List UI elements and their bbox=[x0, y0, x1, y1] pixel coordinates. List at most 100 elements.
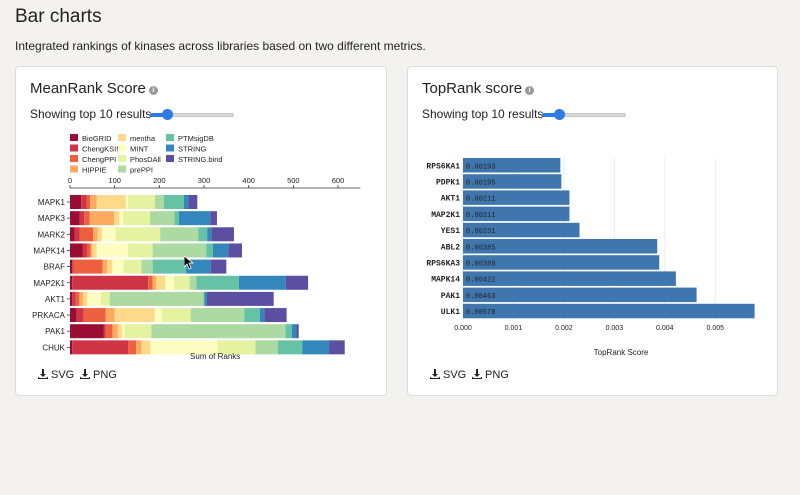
legend-swatch bbox=[166, 144, 174, 152]
bar-segment bbox=[302, 340, 330, 355]
bar-segment bbox=[70, 324, 104, 339]
slider-thumb[interactable] bbox=[162, 109, 173, 120]
legend-label: ChengKSIN bbox=[82, 145, 122, 154]
bar-segment bbox=[141, 259, 153, 274]
bar-segment bbox=[114, 211, 120, 226]
x-tick-label: 0.005 bbox=[706, 325, 724, 332]
bar-segment bbox=[259, 308, 265, 323]
bar-segment bbox=[285, 324, 293, 339]
bar-segment bbox=[70, 259, 73, 274]
data-label: 0.00211 bbox=[466, 212, 495, 220]
bar-segment bbox=[296, 324, 299, 339]
y-tick-label: MAPK14 bbox=[33, 246, 65, 255]
bar-segment bbox=[203, 291, 205, 306]
bar-segment bbox=[100, 291, 110, 306]
bar-segment bbox=[73, 259, 103, 274]
download-svg-label: SVG bbox=[51, 369, 75, 381]
bar bbox=[463, 287, 697, 303]
data-label: 0.00385 bbox=[466, 244, 495, 252]
meanrank-results-slider[interactable] bbox=[150, 109, 234, 120]
bar-segment bbox=[329, 340, 345, 355]
toprank-results-slider[interactable] bbox=[542, 109, 626, 120]
download-png-label: PNG bbox=[485, 369, 509, 381]
bar-segment bbox=[189, 275, 197, 290]
bar-segment bbox=[154, 195, 164, 209]
slider-thumb[interactable] bbox=[554, 109, 565, 120]
meanrank-title: MeanRank Score i bbox=[30, 80, 158, 97]
bar-segment bbox=[128, 340, 137, 355]
toprank-title: TopRank score i bbox=[422, 80, 535, 97]
bar-segment bbox=[102, 259, 108, 274]
bar-segment bbox=[212, 243, 229, 258]
legend-label: PhosDAll bbox=[130, 155, 161, 164]
x-tick-label: 0.003 bbox=[606, 325, 624, 332]
bar-segment bbox=[105, 324, 113, 339]
y-tick-label: RPS6KA1 bbox=[426, 162, 460, 171]
bar-segment bbox=[123, 211, 150, 226]
download-png-button[interactable]: PNG bbox=[80, 369, 117, 381]
bar-segment bbox=[264, 308, 287, 323]
bar-segment bbox=[112, 324, 118, 339]
bar-segment bbox=[149, 211, 175, 226]
y-tick-label: CHUK bbox=[42, 343, 65, 352]
bar-segment bbox=[70, 340, 73, 355]
bar-segment bbox=[90, 195, 97, 209]
download-svg-button[interactable]: SVG bbox=[38, 369, 74, 381]
bar-segment bbox=[141, 340, 151, 355]
x-tick-label: 300 bbox=[198, 176, 211, 185]
bar-segment bbox=[151, 324, 286, 339]
download-png-label: PNG bbox=[93, 369, 117, 381]
y-tick-label: AKT1 bbox=[45, 295, 66, 304]
download-png-button[interactable]: PNG bbox=[472, 369, 509, 381]
y-tick-label: PRKACA bbox=[32, 311, 66, 320]
bar bbox=[463, 239, 658, 254]
bar bbox=[463, 174, 562, 189]
legend-swatch bbox=[118, 155, 126, 162]
y-tick-label: ULK1 bbox=[441, 308, 460, 317]
bar-segment bbox=[206, 291, 274, 306]
download-icon bbox=[38, 369, 48, 379]
bar-segment bbox=[84, 211, 90, 226]
bar-segment bbox=[165, 275, 175, 290]
bar-segment bbox=[190, 308, 245, 323]
bar-segment bbox=[217, 340, 256, 355]
info-icon[interactable]: i bbox=[148, 86, 158, 95]
x-tick-label: 0.001 bbox=[505, 325, 523, 332]
x-tick-label: 200 bbox=[153, 176, 166, 185]
y-tick-label: YES1 bbox=[441, 227, 460, 236]
legend-swatch bbox=[70, 144, 78, 152]
legend-swatch bbox=[118, 165, 126, 173]
legend-label: MINT bbox=[130, 145, 149, 154]
page-title: Bar charts bbox=[15, 6, 102, 27]
legend-swatch bbox=[118, 144, 126, 152]
x-tick-label: 0.002 bbox=[555, 325, 573, 332]
bar-segment bbox=[70, 308, 77, 323]
bar-segment bbox=[90, 243, 93, 258]
bar-segment bbox=[79, 227, 94, 242]
bar-segment bbox=[87, 291, 101, 306]
bar-segment bbox=[70, 243, 83, 258]
data-label: 0.00463 bbox=[466, 293, 495, 301]
data-label: 0.00422 bbox=[466, 277, 495, 285]
bar-segment bbox=[72, 275, 149, 290]
bar-segment bbox=[81, 195, 87, 209]
data-label: 0.00211 bbox=[466, 196, 495, 204]
bar-segment bbox=[70, 227, 75, 242]
data-label: 0.00578 bbox=[466, 309, 495, 317]
bar-segment bbox=[72, 340, 129, 355]
bar-segment bbox=[228, 243, 242, 258]
bar-segment bbox=[148, 275, 153, 290]
toprank-title-text: TopRank score bbox=[422, 80, 523, 97]
bar-segment bbox=[124, 324, 152, 339]
bar-segment bbox=[75, 291, 80, 306]
bar-segment bbox=[277, 340, 303, 355]
legend-label: BioGRID bbox=[82, 134, 112, 143]
bar-segment bbox=[107, 259, 113, 274]
bar-segment bbox=[114, 308, 155, 323]
download-svg-button[interactable]: SVG bbox=[430, 369, 466, 381]
x-axis-label: Sum of Ranks bbox=[190, 352, 240, 361]
info-icon[interactable]: i bbox=[525, 86, 535, 95]
legend-label: PTMsigDB bbox=[178, 134, 214, 143]
bar bbox=[463, 255, 660, 270]
